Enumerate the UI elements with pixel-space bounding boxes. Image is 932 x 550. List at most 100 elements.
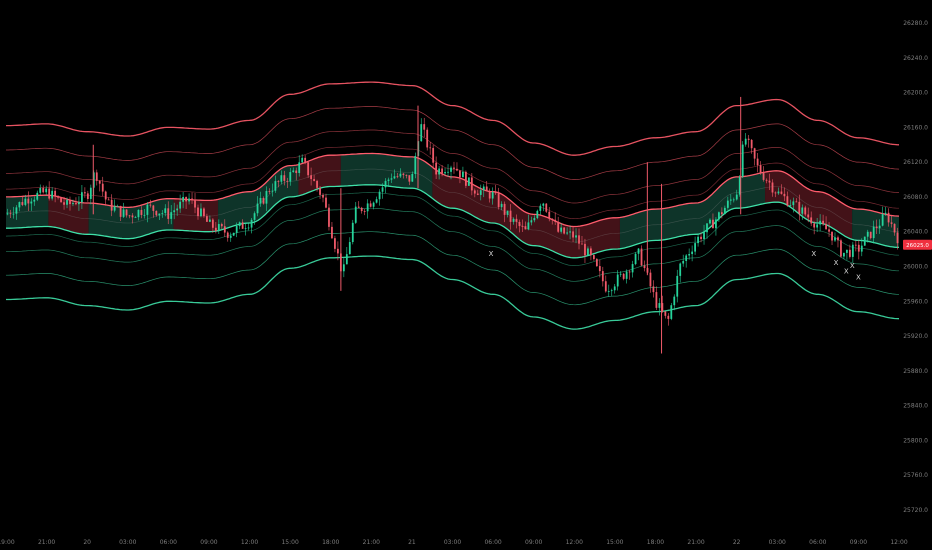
candle-body[interactable] <box>893 223 896 233</box>
candle-body[interactable] <box>741 144 744 177</box>
candle-body[interactable] <box>542 203 545 206</box>
candle-body[interactable] <box>411 173 414 182</box>
candle-body[interactable] <box>345 254 348 265</box>
candle-body[interactable] <box>694 243 696 252</box>
candle-body[interactable] <box>801 207 804 214</box>
candle-body[interactable] <box>86 193 89 199</box>
candle-body[interactable] <box>884 212 887 215</box>
candle-body[interactable] <box>563 227 566 234</box>
candle-body[interactable] <box>604 281 607 292</box>
candle-body[interactable] <box>83 192 86 194</box>
candle-body[interactable] <box>473 190 476 194</box>
candle-body[interactable] <box>607 291 610 292</box>
candle-body[interactable] <box>533 218 536 221</box>
candle-body[interactable] <box>554 219 557 222</box>
candle-body[interactable] <box>369 203 372 207</box>
candle-body[interactable] <box>253 213 256 220</box>
candle-body[interactable] <box>595 259 598 267</box>
candle-body[interactable] <box>780 191 783 194</box>
candle-body[interactable] <box>810 217 813 224</box>
candle-body[interactable] <box>262 198 265 204</box>
candle-body[interactable] <box>485 186 488 191</box>
candle-body[interactable] <box>509 210 512 222</box>
candle-body[interactable] <box>441 168 443 174</box>
candle-body[interactable] <box>27 198 30 204</box>
candle-body[interactable] <box>512 218 515 222</box>
candle-body[interactable] <box>762 173 765 180</box>
candle-body[interactable] <box>759 165 762 174</box>
candle-body[interactable] <box>503 203 506 215</box>
candle-body[interactable] <box>36 192 39 200</box>
candle-body[interactable] <box>628 271 631 273</box>
candle-body[interactable] <box>375 199 378 203</box>
candle-body[interactable] <box>271 190 274 192</box>
candle-body[interactable] <box>682 261 685 264</box>
candle-body[interactable] <box>661 303 664 312</box>
candle-body[interactable] <box>598 266 601 272</box>
candle-body[interactable] <box>878 225 881 229</box>
candle-body[interactable] <box>122 209 125 217</box>
candle-body[interactable] <box>247 227 250 229</box>
candle-body[interactable] <box>536 210 539 219</box>
candle-body[interactable] <box>342 264 345 272</box>
candle-body[interactable] <box>673 296 676 306</box>
candle-body[interactable] <box>143 214 146 216</box>
candle-body[interactable] <box>256 203 259 214</box>
candle-body[interactable] <box>456 168 458 171</box>
candle-body[interactable] <box>229 235 232 238</box>
candle-body[interactable] <box>747 138 750 140</box>
candle-body[interactable] <box>869 231 872 239</box>
candle-body[interactable] <box>331 226 333 239</box>
candle-body[interactable] <box>223 226 226 233</box>
candle-body[interactable] <box>420 124 423 142</box>
candle-body[interactable] <box>792 201 795 206</box>
candle-body[interactable] <box>557 221 560 232</box>
candle-body[interactable] <box>81 192 83 203</box>
candle-body[interactable] <box>33 199 36 202</box>
candle-body[interactable] <box>854 244 857 246</box>
candle-body[interactable] <box>194 199 196 208</box>
candle-body[interactable] <box>843 252 845 257</box>
candle-body[interactable] <box>316 180 318 188</box>
candle-body[interactable] <box>658 303 661 308</box>
candle-body[interactable] <box>402 173 405 175</box>
candle-body[interactable] <box>200 208 202 217</box>
candle-body[interactable] <box>60 197 62 203</box>
candle-body[interactable] <box>265 191 268 204</box>
candle-body[interactable] <box>197 207 199 217</box>
candle-body[interactable] <box>732 199 735 201</box>
candle-body[interactable] <box>616 274 619 287</box>
candle-body[interactable] <box>9 213 12 215</box>
candle-body[interactable] <box>30 201 33 204</box>
candle-body[interactable] <box>643 265 646 269</box>
candle-body[interactable] <box>378 191 381 200</box>
candle-body[interactable] <box>515 218 518 222</box>
candle-body[interactable] <box>679 263 682 276</box>
candle-body[interactable] <box>42 187 45 193</box>
candle-body[interactable] <box>101 183 104 192</box>
candle-body[interactable] <box>116 205 119 207</box>
candle-body[interactable] <box>235 226 238 233</box>
candle-body[interactable] <box>735 194 738 200</box>
candle-body[interactable] <box>24 198 27 205</box>
candle-body[interactable] <box>387 179 390 181</box>
candle-body[interactable] <box>551 218 554 220</box>
candle-body[interactable] <box>134 217 137 218</box>
candle-body[interactable] <box>396 176 399 178</box>
candle-body[interactable] <box>866 231 869 237</box>
candle-body[interactable] <box>834 237 836 241</box>
candle-body[interactable] <box>444 172 446 174</box>
candle-body[interactable] <box>768 180 771 183</box>
candle-body[interactable] <box>110 199 113 211</box>
candle-body[interactable] <box>652 286 655 293</box>
candle-body[interactable] <box>610 290 613 292</box>
candle-body[interactable] <box>393 176 396 179</box>
candle-body[interactable] <box>750 139 753 149</box>
candle-body[interactable] <box>283 175 286 181</box>
candle-body[interactable] <box>277 181 280 182</box>
candle-body[interactable] <box>232 232 235 236</box>
candle-body[interactable] <box>357 206 360 208</box>
candle-body[interactable] <box>206 216 208 222</box>
candle-body[interactable] <box>447 171 449 173</box>
